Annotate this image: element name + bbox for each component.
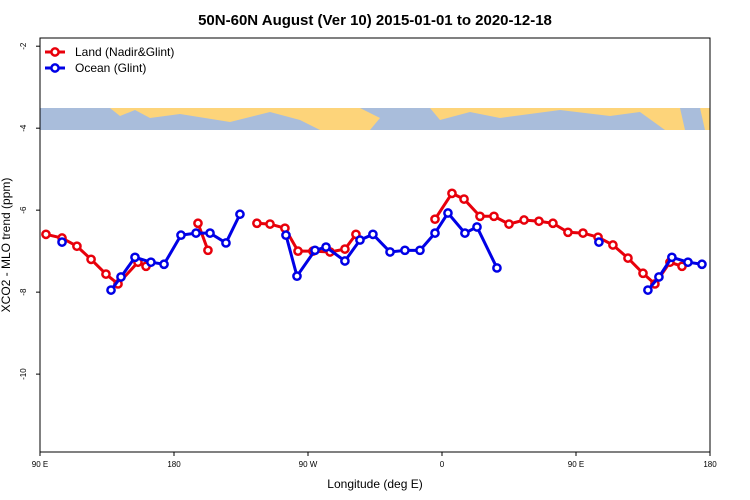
point bbox=[146, 257, 156, 268]
point bbox=[355, 235, 365, 245]
point bbox=[106, 285, 116, 295]
x-axis-label: Longitude (deg E) bbox=[327, 477, 422, 491]
point bbox=[191, 228, 201, 238]
x-tick-label: 180 bbox=[167, 460, 181, 469]
point bbox=[400, 245, 410, 256]
point bbox=[205, 228, 215, 238]
point bbox=[265, 219, 275, 229]
legend-marker bbox=[50, 63, 60, 73]
point bbox=[504, 219, 514, 229]
point bbox=[459, 194, 469, 204]
y-tick-label: -10 bbox=[19, 368, 28, 380]
legend-label: Ocean (Glint) bbox=[75, 61, 146, 75]
point bbox=[460, 228, 470, 238]
y-tick-label: -8 bbox=[19, 288, 28, 296]
point bbox=[310, 245, 320, 256]
point bbox=[447, 188, 457, 199]
point bbox=[563, 227, 573, 238]
x-tick-label: 90 E bbox=[32, 460, 48, 469]
series-line bbox=[45, 191, 683, 287]
legend-label: Land (Nadir&Glint) bbox=[75, 45, 174, 59]
point bbox=[159, 259, 169, 270]
map-ocean bbox=[40, 108, 320, 130]
point bbox=[654, 272, 664, 282]
point bbox=[340, 244, 350, 254]
point bbox=[492, 263, 502, 273]
point bbox=[697, 259, 707, 270]
point bbox=[430, 228, 440, 238]
point bbox=[385, 247, 395, 257]
point bbox=[235, 209, 245, 220]
y-tick-label: -2 bbox=[19, 42, 28, 50]
point bbox=[608, 240, 618, 250]
point bbox=[281, 230, 291, 241]
chart-title: 50N-60N August (Ver 10) 2015-01-01 to 20… bbox=[198, 12, 552, 29]
x-tick-label: 90 W bbox=[299, 460, 318, 469]
point bbox=[340, 256, 350, 266]
point bbox=[57, 237, 67, 247]
point bbox=[293, 246, 303, 256]
point bbox=[578, 228, 588, 238]
plot-frame bbox=[39, 37, 711, 453]
point bbox=[548, 218, 558, 229]
x-tick-label: 180 bbox=[703, 460, 717, 469]
point bbox=[176, 230, 186, 241]
point bbox=[475, 211, 485, 222]
point bbox=[116, 272, 126, 282]
legend-marker bbox=[50, 47, 60, 57]
point bbox=[415, 245, 425, 256]
point bbox=[72, 241, 82, 252]
point bbox=[534, 216, 544, 227]
point bbox=[643, 285, 653, 295]
point bbox=[292, 271, 302, 282]
point bbox=[443, 208, 453, 218]
y-tick-label: -4 bbox=[19, 124, 28, 132]
point bbox=[430, 214, 440, 225]
y-tick-label: -6 bbox=[19, 206, 28, 214]
point bbox=[594, 237, 604, 247]
y-axis-label: XCO2 - MLO trend (ppm) bbox=[0, 178, 13, 313]
point bbox=[368, 229, 378, 240]
point bbox=[221, 238, 231, 248]
point bbox=[489, 211, 499, 222]
point bbox=[472, 222, 482, 232]
point bbox=[683, 257, 693, 268]
point bbox=[638, 268, 648, 279]
map-strip bbox=[40, 108, 710, 130]
point bbox=[41, 229, 51, 240]
point bbox=[193, 218, 203, 229]
point bbox=[623, 253, 633, 263]
x-tick-label: 0 bbox=[440, 460, 445, 469]
x-tick-label: 90 E bbox=[568, 460, 584, 469]
point bbox=[252, 218, 262, 229]
point bbox=[203, 245, 213, 256]
point bbox=[519, 215, 529, 225]
point bbox=[86, 254, 96, 265]
point bbox=[130, 252, 140, 263]
map-ocean bbox=[360, 108, 665, 130]
point bbox=[321, 242, 331, 252]
map-ocean bbox=[680, 108, 705, 130]
point bbox=[667, 252, 677, 263]
point bbox=[101, 269, 111, 279]
